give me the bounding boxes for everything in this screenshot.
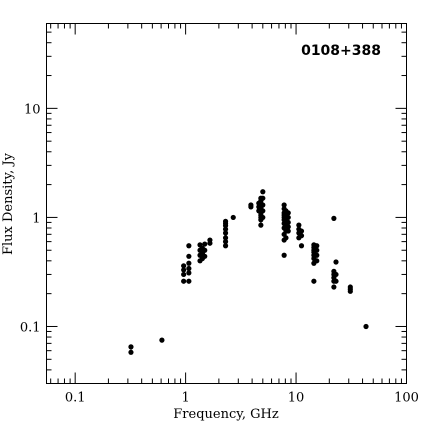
data-point	[181, 263, 187, 269]
data-point	[186, 278, 192, 284]
data-point	[248, 202, 254, 208]
data-point	[222, 235, 229, 241]
data-point	[281, 252, 287, 258]
data-point	[256, 208, 262, 214]
data-point	[186, 265, 192, 272]
x-tick-label: 1	[181, 391, 189, 406]
data-point	[298, 233, 305, 239]
data-point	[256, 204, 262, 210]
data-point	[333, 259, 339, 265]
data-point	[181, 278, 187, 284]
data-point	[260, 208, 266, 214]
data-point	[222, 243, 229, 249]
x-axis-label: Frequency, GHz	[173, 407, 279, 422]
data-point	[186, 243, 192, 249]
data-point	[159, 337, 165, 343]
data-point	[285, 214, 291, 221]
tick-labels: 0.1 1 10 100 0.1 1 10	[20, 102, 419, 405]
data-point	[281, 202, 287, 208]
x-tick-label: 100	[394, 391, 419, 406]
data-point	[285, 219, 291, 226]
data-point	[202, 253, 208, 259]
data-point	[202, 247, 208, 253]
data-point	[285, 228, 291, 234]
data-point	[363, 323, 369, 330]
data-point	[260, 195, 266, 201]
data-points	[128, 189, 369, 355]
data-point	[186, 260, 192, 266]
data-point	[333, 271, 339, 278]
data-point	[331, 284, 337, 290]
data-point	[314, 252, 320, 258]
data-point	[314, 247, 320, 253]
data-point	[285, 210, 291, 216]
data-point	[128, 349, 134, 355]
data-point	[258, 222, 264, 228]
data-point	[298, 243, 305, 249]
data-point	[186, 270, 192, 276]
data-point	[298, 228, 305, 234]
data-point	[181, 267, 187, 273]
data-point	[181, 271, 187, 278]
chart-title: 0108+388	[301, 43, 381, 59]
y-tick-label: 10	[24, 102, 41, 117]
data-point	[260, 214, 266, 221]
x-tick-label: 10	[288, 391, 305, 406]
plot-frame	[46, 23, 407, 384]
axis-ticks	[46, 23, 407, 384]
data-point	[256, 200, 262, 206]
y-tick-label: 1	[32, 211, 40, 226]
y-tick-label: 0.1	[20, 320, 41, 335]
data-point	[331, 215, 337, 221]
x-tick-label: 0.1	[65, 391, 86, 406]
data-point	[222, 218, 229, 224]
data-point	[314, 243, 320, 249]
data-point	[296, 222, 302, 228]
data-point	[202, 241, 208, 247]
data-point	[314, 258, 320, 264]
data-point	[230, 214, 236, 221]
data-point	[222, 230, 229, 236]
data-point	[333, 278, 339, 284]
data-point	[285, 224, 291, 230]
data-point	[347, 284, 353, 290]
data-point	[222, 239, 229, 245]
y-axis-label: Flux Density, Jy	[1, 152, 16, 255]
data-point	[186, 253, 192, 259]
data-point	[207, 237, 213, 243]
data-point	[311, 278, 317, 284]
data-point	[260, 202, 266, 208]
data-point	[128, 344, 134, 350]
data-point	[260, 189, 266, 195]
data-point	[283, 235, 289, 241]
